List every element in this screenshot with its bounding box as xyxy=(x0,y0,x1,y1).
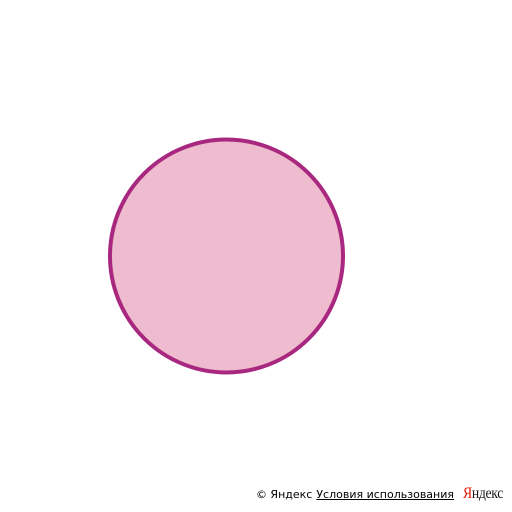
yandex-logo-first-letter: Я xyxy=(463,485,472,502)
yandex-logo[interactable]: Яндекс xyxy=(463,486,501,502)
map-attribution: © Яндекс Условия использования Яндекс xyxy=(256,485,507,503)
yandex-logo-rest: ндекс xyxy=(472,485,503,502)
copyright-text: © Яндекс xyxy=(256,488,312,501)
circle-overlay[interactable] xyxy=(110,140,343,373)
terms-of-use-link[interactable]: Условия использования xyxy=(316,488,454,501)
